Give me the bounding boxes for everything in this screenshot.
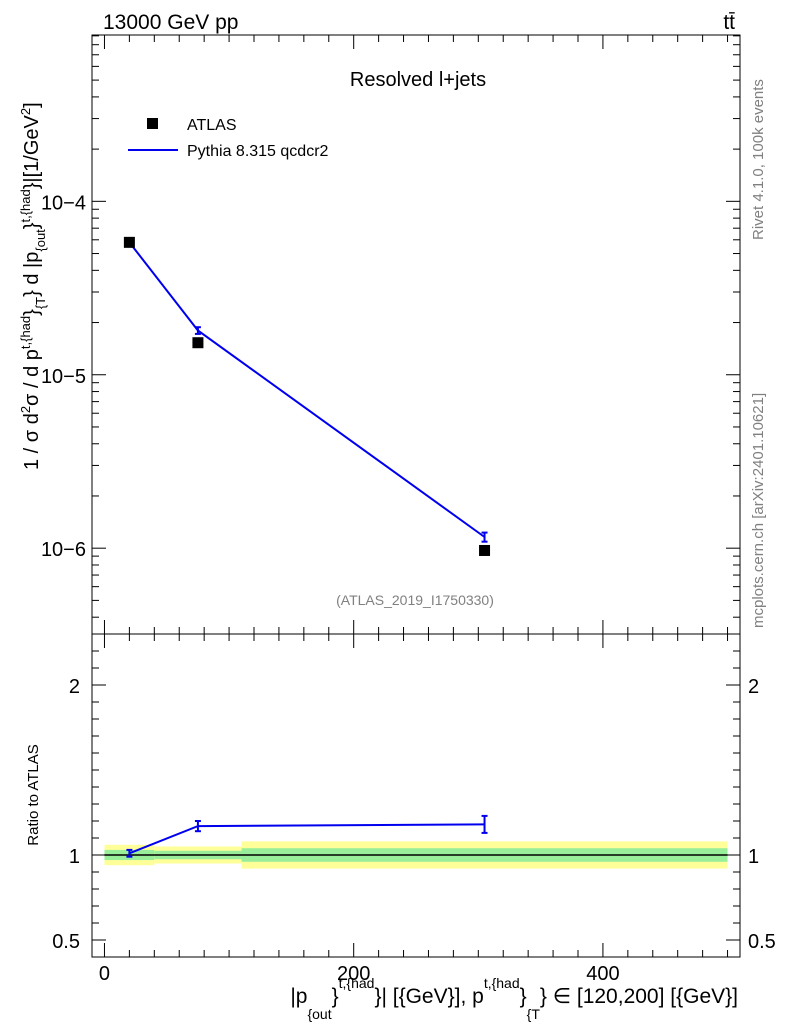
ratio-y-tick-label-right: 2: [748, 676, 759, 698]
main-y-axis-label: 1 / σ d2σ / d pt,{had}{T} d |p{out}t,{ha…: [18, 102, 48, 470]
legend-atlas-marker: [147, 118, 158, 129]
analysis-id: (ATLAS_2019_I1750330): [336, 592, 494, 608]
legend: ATLAS Pythia 8.315 qcdcr2: [128, 117, 329, 160]
ratio-ticks: 0.5 0.5 1 1 2 2 0 200 400: [52, 634, 776, 985]
x-axis-label: |p{out}t,{had}| [{GeV}], pt,{had}{T} ∈ […: [290, 975, 738, 1022]
x-tick-label: 200: [337, 963, 370, 985]
ratio-uncertainty-bands: [104, 841, 728, 869]
legend-pythia-label: Pythia 8.315 qcdcr2: [187, 143, 329, 160]
pythia-line: [128, 241, 486, 538]
main-x-ticks: [103, 35, 729, 634]
main-y-ticks: 10−6 10−5 10−4: [41, 35, 740, 618]
ratio-data-marks: [126, 814, 488, 858]
energy-label: 13000 GeV pp: [103, 11, 238, 34]
ratio-y-axis-label: Ratio to ATLAS: [25, 744, 42, 845]
atlas-point: [479, 544, 491, 556]
y-tick-label: 10−4: [41, 192, 86, 214]
ratio-y-tick-label-right: 0.5: [748, 931, 776, 953]
atlas-point: [123, 236, 135, 248]
x-tick-label: 400: [586, 963, 619, 985]
main-data-marks: [123, 236, 491, 556]
x-tick-label: 0: [99, 963, 110, 985]
ratio-y-tick-label-right: 1: [748, 846, 759, 868]
rivet-label: Rivet 4.1.0, 100k events: [750, 79, 767, 240]
atlas-point: [192, 337, 204, 349]
y-tick-label: 10−5: [41, 366, 86, 388]
chart-title: Resolved l+jets: [350, 69, 486, 91]
ratio-y-tick-label-left: 0.5: [52, 931, 80, 953]
ratio-y-tick-label-left: 2: [69, 676, 80, 698]
ratio-y-tick-label-left: 1: [69, 846, 80, 868]
process-label: tt̄: [723, 11, 735, 34]
ratio-frame: [91, 633, 741, 958]
ratio-panel: 0.5 0.5 1 1 2 2 0 200 400 Ratio to ATLAS: [25, 633, 776, 985]
source-label: mcplots.cern.ch [arXiv:2401.10621]: [750, 393, 767, 628]
legend-atlas-label: ATLAS: [187, 117, 237, 134]
y-tick-label: 10−6: [41, 539, 86, 561]
main-panel: 10−6 10−5 10−4 Resolved l+jets (ATLAS_2019…: [18, 34, 741, 635]
